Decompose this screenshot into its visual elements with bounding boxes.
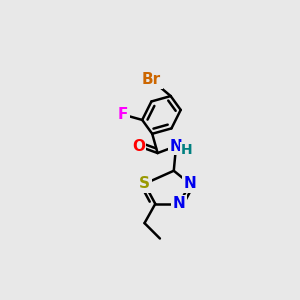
Text: F: F <box>118 107 128 122</box>
Text: N: N <box>170 139 182 154</box>
Text: O: O <box>132 139 145 154</box>
Text: Br: Br <box>142 72 161 87</box>
Text: N: N <box>173 196 185 211</box>
Text: N: N <box>184 176 196 191</box>
Text: H: H <box>181 143 193 157</box>
Text: S: S <box>139 176 150 191</box>
